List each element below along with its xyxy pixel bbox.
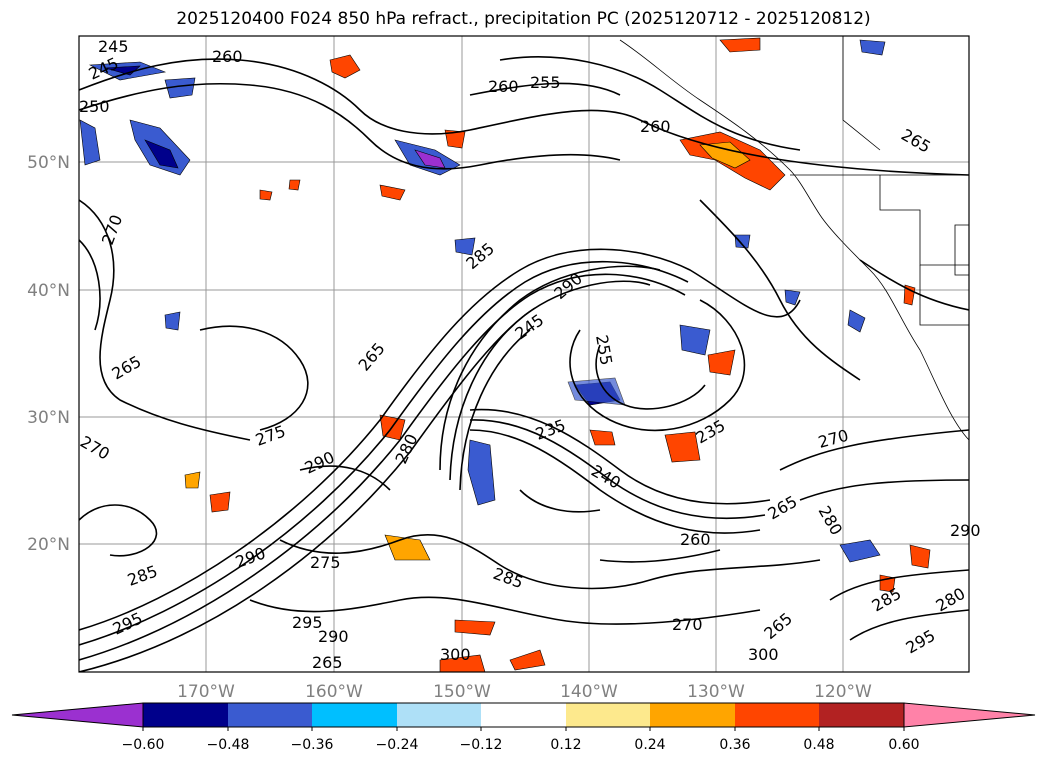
contour-label: 270	[672, 615, 703, 634]
precipitation-shading	[79, 37, 931, 672]
contour-label: 295	[292, 613, 323, 632]
contour-label: 300	[440, 645, 471, 664]
longitude-axis: 170°W 160°W 150°W 140°W 130°W 120°W	[177, 682, 872, 702]
lat-label-20: 20°N	[27, 535, 70, 555]
contour-label: 260	[212, 47, 243, 66]
contour-label: 290	[318, 627, 349, 646]
colorbar-tick: −0.60	[122, 737, 165, 753]
colorbar-tick: −0.12	[460, 737, 503, 753]
lon-label-150w: 150°W	[433, 682, 491, 702]
colorbar: −0.60 −0.48 −0.36 −0.24 −0.12 0.12 0.24 …	[11, 702, 1036, 753]
latitude-axis: 50°N 40°N 30°N 20°N	[27, 153, 70, 555]
colorbar-tick: −0.48	[207, 737, 250, 753]
contour-label: 300	[748, 645, 779, 664]
colorbar-segment	[735, 703, 819, 727]
contour-label: 290	[950, 521, 981, 540]
coastline	[619, 36, 969, 441]
colorbar-tick: 0.60	[888, 737, 919, 753]
plot-frame	[78, 35, 970, 673]
lat-label-40: 40°N	[27, 281, 70, 301]
contour-label: 260	[680, 530, 711, 549]
lon-label-160w: 160°W	[305, 682, 363, 702]
colorbar-segment	[228, 703, 312, 727]
contour-label: 265	[312, 653, 343, 672]
colorbar-tick: 0.12	[550, 737, 581, 753]
contour-label: 245	[98, 37, 129, 56]
plot-area	[79, 36, 969, 672]
lat-label-50: 50°N	[27, 153, 70, 173]
colorbar-tick: 0.24	[634, 737, 665, 753]
map-title: 2025120400 F024 850 hPa refract., precip…	[176, 9, 871, 29]
colorbar-segment	[566, 703, 650, 727]
contour-label: 275	[310, 553, 341, 572]
contour-label: 260	[640, 117, 671, 136]
colorbar-tick: −0.36	[291, 737, 334, 753]
refractivity-contours	[79, 56, 969, 672]
lon-label-170w: 170°W	[177, 682, 235, 702]
lat-label-30: 30°N	[27, 408, 70, 428]
contour-label: 260	[488, 77, 519, 96]
lon-label-130w: 130°W	[687, 682, 745, 702]
lon-label-140w: 140°W	[560, 682, 618, 702]
lon-label-120w: 120°W	[814, 682, 872, 702]
contour-label: 255	[530, 73, 561, 92]
colorbar-tick: 0.48	[803, 737, 834, 753]
colorbar-segment	[819, 703, 904, 727]
colorbar-segment	[143, 703, 228, 727]
colorbar-segment	[312, 703, 397, 727]
colorbar-segment	[397, 703, 481, 727]
colorbar-tick: −0.24	[376, 737, 419, 753]
contour-label: 250	[79, 97, 110, 116]
colorbar-tick: 0.36	[719, 737, 750, 753]
colorbar-segment	[650, 703, 735, 727]
colorbar-segment	[481, 703, 566, 727]
